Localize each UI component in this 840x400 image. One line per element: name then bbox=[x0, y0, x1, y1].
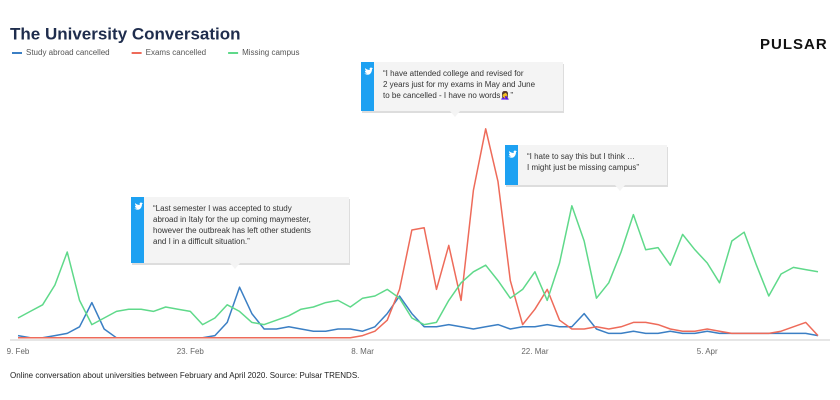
callout-text: “I have attended college and revised for bbox=[383, 69, 524, 78]
brand-logo: PULSAR bbox=[760, 36, 828, 53]
line-series bbox=[17, 205, 819, 326]
tweet-callout: “I hate to say this but I think … I might… bbox=[505, 145, 668, 191]
x-tick-label: 5. Apr bbox=[697, 347, 718, 356]
x-tick-label: 8. Mar bbox=[351, 347, 374, 356]
callout-text: “Last semester I was accepted to study bbox=[153, 204, 292, 213]
x-tick-label: 22. Mar bbox=[521, 347, 548, 356]
twitter-strip bbox=[361, 62, 374, 111]
callout-box bbox=[131, 197, 349, 263]
callout-pointer bbox=[230, 263, 240, 269]
callout-box bbox=[505, 145, 667, 185]
callout-text: “I hate to say this but I think … bbox=[527, 152, 635, 161]
callout-text: to be cancelled - I have no words🤦‍♀️” bbox=[383, 90, 513, 100]
callout-text: abroad in Italy for the up coming maymes… bbox=[153, 215, 311, 224]
twitter-icon bbox=[364, 67, 373, 75]
tweet-callout: “I have attended college and revised for… bbox=[361, 62, 564, 117]
x-tick-label: 9. Feb bbox=[7, 347, 30, 356]
line-series bbox=[18, 128, 819, 339]
twitter-strip bbox=[131, 197, 144, 263]
callout-box bbox=[361, 62, 563, 111]
legend-label: Exams cancelled bbox=[146, 48, 206, 57]
twitter-icon bbox=[134, 202, 143, 210]
callout-text: however the outbreak has left other stud… bbox=[153, 226, 311, 235]
callout-pointer bbox=[450, 111, 460, 117]
callout-text: I might just be missing campus” bbox=[527, 163, 639, 172]
callout-text: 2 years just for my exams in May and Jun… bbox=[383, 80, 536, 89]
twitter-icon bbox=[508, 150, 517, 158]
callout-pointer bbox=[615, 185, 625, 191]
chart-title: The University Conversation bbox=[10, 24, 241, 43]
legend-label: Missing campus bbox=[242, 48, 299, 57]
tweet-callout: “Last semester I was accepted to study ab… bbox=[131, 197, 350, 269]
callout-text: and I in a difficult situation.” bbox=[153, 237, 250, 246]
x-tick-label: 23. Feb bbox=[177, 347, 205, 356]
legend-label: Study abroad cancelled bbox=[26, 48, 110, 57]
source-note: Online conversation about universities b… bbox=[10, 371, 359, 380]
